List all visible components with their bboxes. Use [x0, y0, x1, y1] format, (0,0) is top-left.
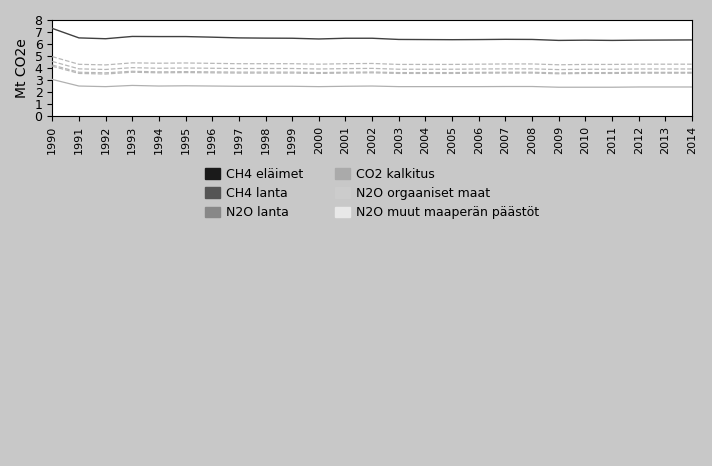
- Y-axis label: Mt CO2e: Mt CO2e: [15, 38, 29, 98]
- Legend: CH4 eläimet, CH4 lanta, N2O lanta, CO2 kalkitus, N2O orgaaniset maat, N2O muut m: CH4 eläimet, CH4 lanta, N2O lanta, CO2 k…: [200, 163, 544, 224]
